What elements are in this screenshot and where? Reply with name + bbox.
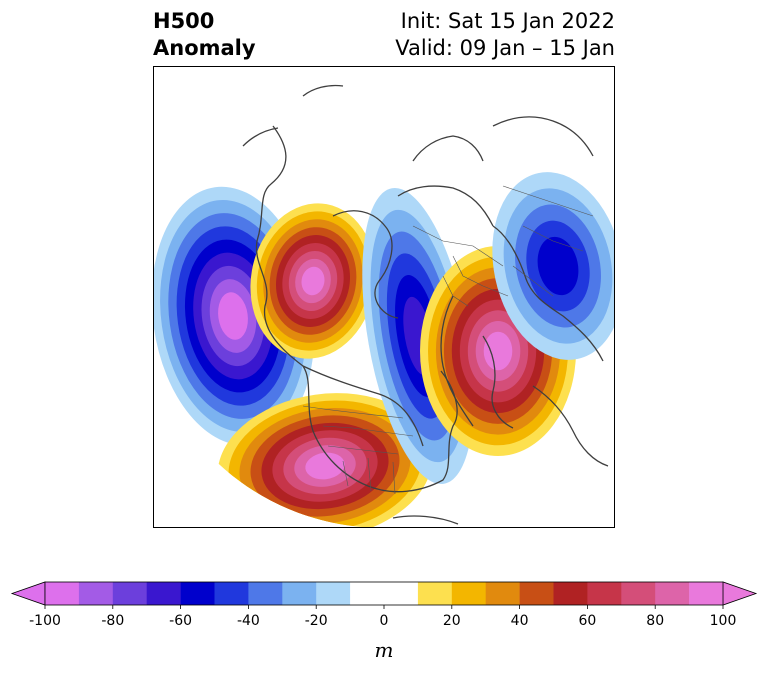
anomaly-map	[153, 66, 615, 528]
anomaly-contour	[483, 331, 513, 371]
map-title: H500 Anomaly	[153, 8, 256, 62]
title-field-name: H500	[153, 9, 215, 33]
colorbar-tick-label: 100	[710, 613, 737, 629]
colorbar-tick-label: 20	[443, 613, 461, 629]
colorbar-box	[282, 582, 317, 605]
anomaly-contour	[218, 292, 248, 340]
colorbar-box	[316, 582, 351, 605]
colorbar-extend-min	[10, 581, 46, 606]
colorbar-box	[384, 582, 419, 605]
init-date: Init: Sat 15 Jan 2022	[400, 9, 615, 33]
colorbar-box	[180, 582, 215, 605]
colorbar-box	[112, 582, 147, 605]
colorbar-box	[45, 582, 80, 605]
colorbar-tick-label: -60	[169, 613, 192, 629]
colorbar-box	[485, 582, 520, 605]
colorbar-box	[214, 582, 249, 605]
valid-range: Valid: 09 Jan – 15 Jan	[395, 36, 615, 60]
colorbar-box	[553, 582, 588, 605]
colorbar-box	[248, 582, 283, 605]
colorbar-tick-label: 80	[646, 613, 664, 629]
anomaly-contour	[305, 452, 345, 480]
colorbar-unit-label: m	[375, 638, 394, 662]
colorbar: -100 -80 -60 -40 -20 0 20 40 60 80 100 m	[10, 581, 758, 662]
title-field-type: Anomaly	[153, 36, 256, 60]
colorbar-box	[519, 582, 554, 605]
forecast-dates: Init: Sat 15 Jan 2022 Valid: 09 Jan – 15…	[395, 8, 615, 62]
colorbar-box	[78, 582, 114, 605]
colorbar-box	[689, 582, 724, 605]
map-frame	[153, 66, 615, 528]
colorbar-tick-label: -20	[305, 613, 328, 629]
colorbar-box	[621, 582, 656, 605]
colorbar-box	[655, 582, 690, 605]
political-borders	[302, 185, 594, 495]
colorbar-tick-label: -40	[237, 613, 260, 629]
coastlines	[242, 84, 609, 525]
colorbar-box	[451, 582, 486, 605]
colorbar-boxes	[10, 581, 758, 606]
colorbar-tick-label: -80	[101, 613, 124, 629]
colorbar-tick-label: 0	[380, 613, 389, 629]
colorbar-extend-max	[722, 581, 758, 606]
colorbar-tick-label: 40	[511, 613, 529, 629]
colorbar-box	[417, 582, 453, 605]
negative-anomaly-siberia	[492, 172, 615, 360]
colorbar-box	[587, 582, 622, 605]
colorbar-ticks: -100 -80 -60 -40 -20 0 20 40 60 80 100	[29, 605, 736, 629]
colorbar-tick-label: 60	[578, 613, 596, 629]
colorbar-box	[146, 582, 181, 605]
colorbar-box	[350, 582, 385, 605]
colorbar-tick-label: -100	[29, 613, 61, 629]
anomaly-contour	[537, 236, 579, 296]
positive-anomaly-western-us	[217, 393, 433, 528]
positive-anomaly-alaska	[250, 203, 376, 359]
anomaly-contour	[301, 266, 325, 296]
